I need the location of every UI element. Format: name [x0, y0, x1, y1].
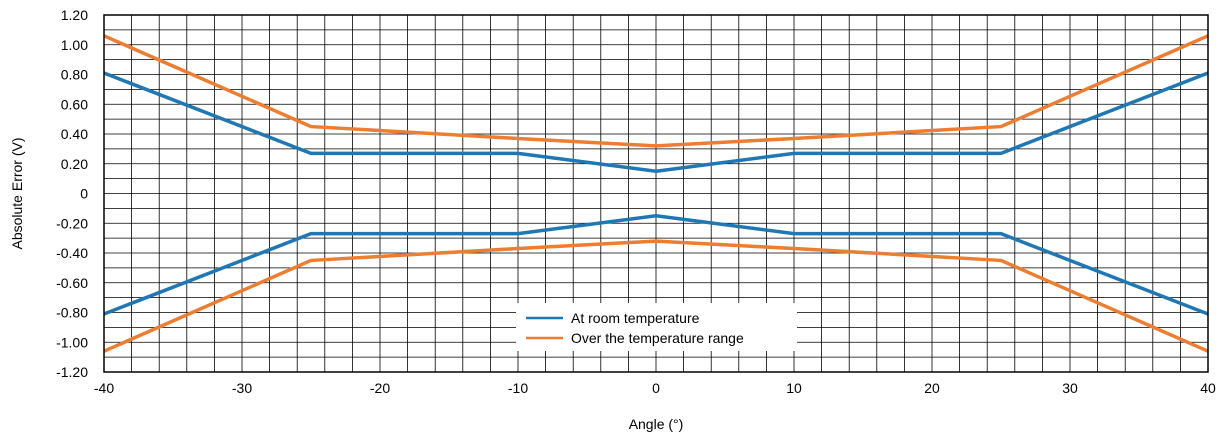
- x-tick-label: -20: [370, 380, 390, 396]
- series-room-temperature: [103, 71, 1209, 316]
- y-tick-label: 1.20: [61, 7, 88, 23]
- y-tick-label: 0: [80, 186, 88, 202]
- x-tick-label: 0: [652, 380, 660, 396]
- series-line: [103, 214, 1209, 316]
- plot-frame: [103, 14, 1209, 373]
- y-tick-label: 0.40: [61, 126, 88, 142]
- y-tick-label: -0.60: [56, 275, 88, 291]
- x-tick-label: -30: [232, 380, 252, 396]
- y-tick-label: 1.00: [61, 37, 88, 53]
- series-layer: [103, 34, 1209, 353]
- y-tick-label: 0.80: [61, 67, 88, 83]
- legend-box: [516, 303, 797, 351]
- y-tick-label: -0.80: [56, 305, 88, 321]
- y-tick-label: -0.20: [56, 215, 88, 231]
- y-axis-ticks: 1.20 1.00 0.80 0.60 0.40 0.20 0 -0.20 -0.40 -0.60…: [56, 7, 88, 380]
- series-line: [103, 71, 1209, 173]
- y-tick-label: -1.20: [56, 364, 88, 380]
- legend: At room temperature Over the temperature …: [516, 303, 797, 351]
- legend-label: Over the temperature range: [571, 330, 744, 346]
- y-tick-label: 0.60: [61, 96, 88, 112]
- x-axis-ticks: -40 -30 -20 -10 0 10 20 30 40: [94, 380, 1216, 396]
- x-tick-label: 40: [1200, 380, 1216, 396]
- legend-label: At room temperature: [571, 310, 700, 326]
- x-tick-label: 10: [786, 380, 802, 396]
- x-tick-label: -10: [508, 380, 528, 396]
- y-tick-label: -0.40: [56, 245, 88, 261]
- x-tick-label: 30: [1062, 380, 1078, 396]
- x-tick-label: 20: [924, 380, 940, 396]
- series-line: [103, 34, 1209, 148]
- series-temperature-range: [103, 34, 1209, 353]
- y-tick-label: 0.20: [61, 156, 88, 172]
- y-axis-title: Absolute Error (V): [9, 137, 25, 249]
- y-tick-label: -1.00: [56, 334, 88, 350]
- x-axis-title: Angle (°): [629, 416, 684, 432]
- series-line: [103, 239, 1209, 353]
- x-tick-label: -40: [94, 380, 114, 396]
